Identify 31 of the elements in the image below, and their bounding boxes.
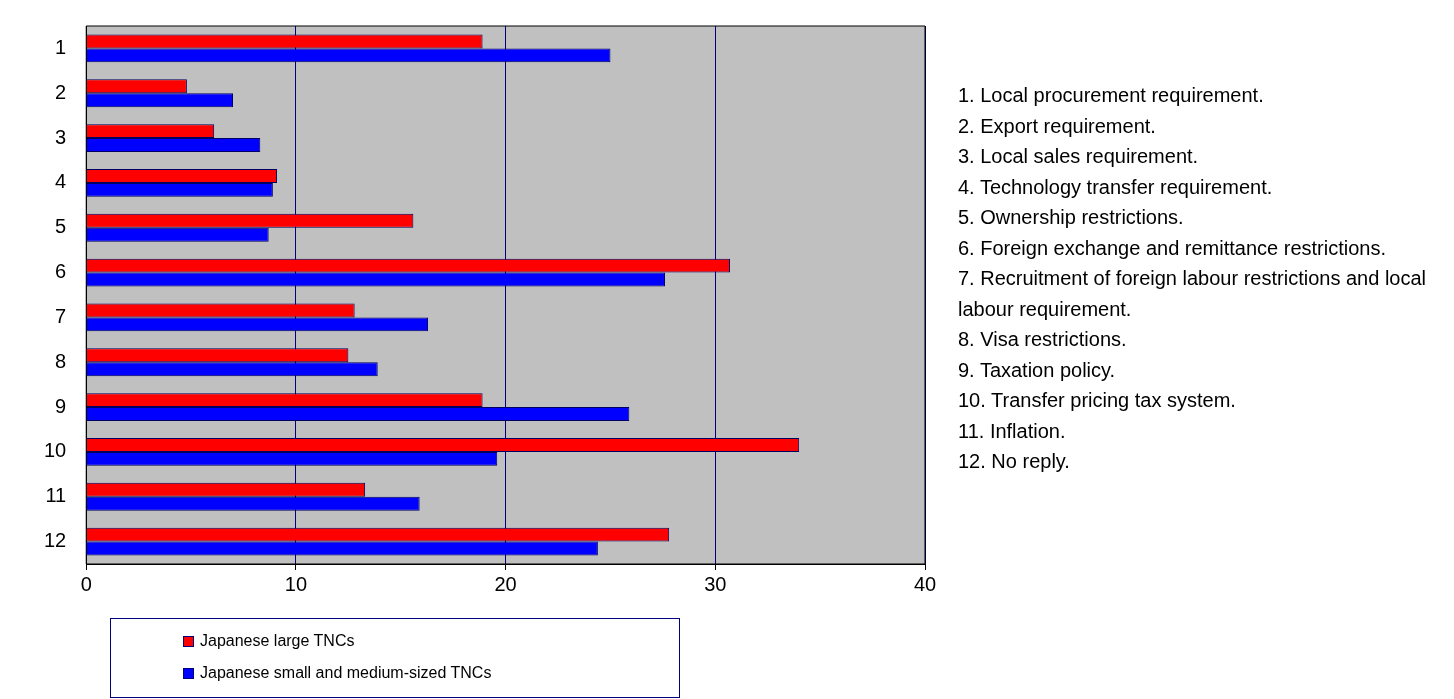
x-tick-label: 40 <box>913 572 937 595</box>
text: 9. Taxation policy. <box>958 357 1117 383</box>
text: 1. Local procurement requirement. <box>958 83 1265 108</box>
y-tick-label: 3 <box>55 125 67 148</box>
y-tick-label: 6 <box>55 260 67 283</box>
y-tick-label: 7 <box>55 304 67 327</box>
y-tick-label: 8 <box>55 349 67 372</box>
text: 4. Technology transfer requirement. <box>958 174 1274 200</box>
y-tick-label: 9 <box>55 394 67 417</box>
y-tick-label: 2 <box>55 80 67 103</box>
legend-label: Japanese large TNCs <box>200 632 355 650</box>
text: 10. Transfer pricing tax system. <box>958 388 1237 413</box>
legend-label: Japanese small and medium-sized TNCs <box>200 664 492 682</box>
text: 5. Ownership restrictions. <box>958 205 1185 230</box>
x-tick-label: 0 <box>80 572 92 595</box>
y-tick-label: 1 <box>55 35 67 58</box>
x-tick-label: 10 <box>284 572 308 595</box>
y-tick-label: 5 <box>55 215 67 238</box>
y-tick-label: 10 <box>44 439 67 462</box>
text: 3. Local sales requirement. <box>958 144 1200 169</box>
x-tick-label: 30 <box>704 572 727 595</box>
y-tick-label: 4 <box>55 170 67 193</box>
y-tick-label: 12 <box>44 529 67 552</box>
y-tick-label: 11 <box>45 484 67 507</box>
text: 6. Foreign exchange and remittance restrictions. <box>958 235 1387 261</box>
text: 12. No reply. <box>958 449 1071 474</box>
text: 8. Visa restrictions. <box>958 327 1128 352</box>
x-tick-label: 20 <box>494 572 517 595</box>
text: 11. Inflation. <box>958 418 1067 444</box>
text: 7. Recruitment of foreign labour restrictions and local labour requirement. <box>958 266 1427 322</box>
text: 2. Export requirement. <box>958 113 1157 139</box>
